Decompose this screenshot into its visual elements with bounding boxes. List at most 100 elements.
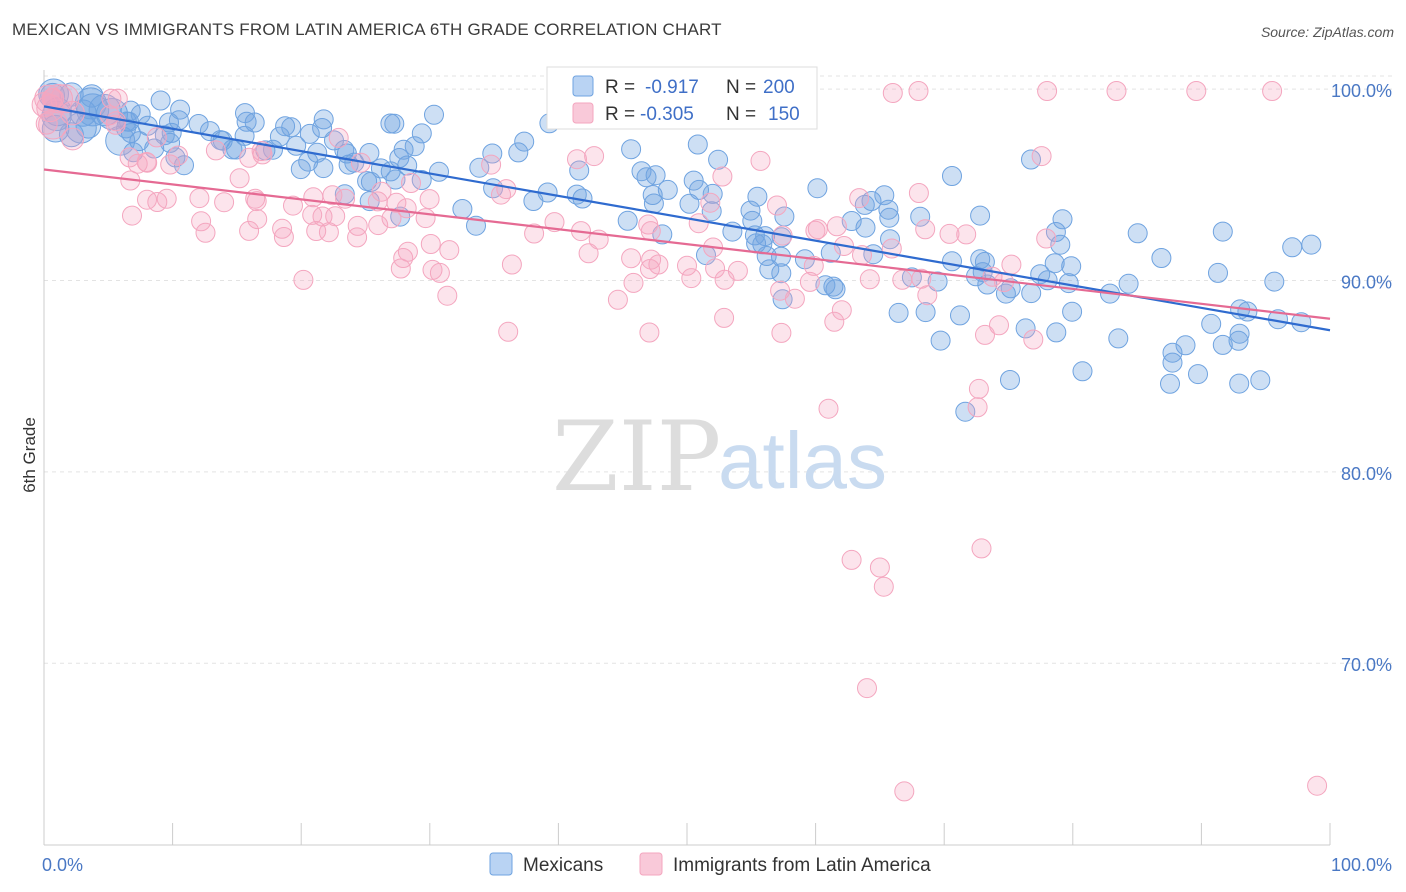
point-immigrants xyxy=(849,188,870,209)
point-immigrants xyxy=(771,322,792,343)
point-immigrants xyxy=(245,188,266,209)
point-immigrants xyxy=(892,269,913,290)
point-immigrants xyxy=(127,153,148,174)
point-mexicans xyxy=(652,224,673,245)
point-mexicans xyxy=(508,142,529,163)
point-mexicans xyxy=(1062,301,1083,322)
point-immigrants xyxy=(347,215,368,236)
point-immigrants xyxy=(524,223,545,244)
point-immigrants xyxy=(419,189,440,210)
point-immigrants xyxy=(293,269,314,290)
point-mexicans xyxy=(469,157,490,178)
point-immigrants xyxy=(967,397,988,418)
point-mexicans xyxy=(815,275,836,296)
point-immigrants xyxy=(826,216,847,237)
stats-r-label-2: R = xyxy=(605,104,635,125)
point-immigrants xyxy=(501,254,522,275)
point-immigrants xyxy=(873,576,894,597)
point-mexicans xyxy=(759,259,780,280)
point-mexicans xyxy=(942,251,962,272)
point-immigrants xyxy=(770,280,791,301)
point-mexicans xyxy=(930,330,951,351)
point-mexicans xyxy=(1045,222,1066,242)
point-mexicans xyxy=(1061,256,1082,277)
stats-r-label-1: R = xyxy=(605,77,635,98)
stats-r-value-2: -0.305 xyxy=(640,104,694,125)
point-mexicans xyxy=(1228,330,1249,351)
point-immigrants xyxy=(1036,228,1057,249)
point-mexicans xyxy=(275,116,296,137)
point-immigrants xyxy=(894,781,915,802)
point-mexicans xyxy=(150,90,171,111)
point-mexicans xyxy=(888,302,909,323)
point-immigrants xyxy=(386,192,407,213)
point-immigrants xyxy=(1262,81,1283,101)
point-mexicans xyxy=(910,206,931,227)
point-mexicans xyxy=(687,134,708,155)
point-immigrants xyxy=(1186,81,1207,101)
axes xyxy=(43,70,1331,846)
point-mexicans xyxy=(199,121,220,142)
point-immigrants xyxy=(621,248,642,269)
point-immigrants xyxy=(214,192,235,213)
point-immigrants xyxy=(397,241,418,262)
stats-n-label-2: N = xyxy=(726,104,756,125)
point-mexicans xyxy=(1188,364,1208,385)
point-immigrants xyxy=(908,81,929,101)
point-immigrants xyxy=(205,140,226,161)
point-mexicans xyxy=(290,159,311,180)
point-immigrants xyxy=(607,289,628,310)
point-immigrants xyxy=(623,272,644,293)
point-immigrants xyxy=(31,92,57,118)
point-immigrants xyxy=(639,322,660,343)
point-mexicans xyxy=(1000,370,1020,390)
point-mexicans xyxy=(1021,283,1042,304)
point-immigrants xyxy=(1001,254,1022,275)
point-mexicans xyxy=(1229,323,1250,344)
point-mexicans xyxy=(74,87,107,120)
y-tick-label: 80.0% xyxy=(1341,464,1392,484)
point-immigrants xyxy=(420,234,441,254)
point-mexicans xyxy=(312,118,333,138)
point-mexicans xyxy=(1015,318,1036,339)
point-mexicans xyxy=(313,109,334,130)
point-immigrants xyxy=(439,240,460,261)
point-immigrants xyxy=(939,223,960,244)
point-mexicans xyxy=(313,158,334,179)
point-mexicans xyxy=(708,149,729,170)
point-mexicans xyxy=(1044,253,1065,274)
y-tick-label: 90.0% xyxy=(1341,272,1392,292)
point-immigrants xyxy=(677,255,697,276)
stats-n-value-1: 200 xyxy=(763,77,795,98)
point-immigrants xyxy=(908,183,929,203)
point-immigrants xyxy=(917,285,938,306)
point-immigrants xyxy=(35,112,58,135)
point-immigrants xyxy=(195,222,216,243)
point-immigrants xyxy=(831,300,852,321)
point-immigrants xyxy=(1037,81,1058,101)
point-immigrants xyxy=(328,127,349,148)
point-immigrants xyxy=(1023,329,1044,350)
point-immigrants xyxy=(989,315,1009,336)
point-immigrants xyxy=(544,212,565,233)
watermark-atlas: atlas xyxy=(718,416,887,505)
point-mexicans xyxy=(950,305,970,326)
source-label: Source: ZipAtlas.com xyxy=(1260,24,1394,40)
trend-lines xyxy=(43,105,1331,332)
point-immigrants xyxy=(239,220,260,241)
point-immigrants xyxy=(437,285,458,306)
series-immigrants-points xyxy=(31,81,1328,802)
point-immigrants xyxy=(805,220,826,241)
point-mexicans xyxy=(404,136,425,157)
point-immigrants xyxy=(396,198,417,219)
point-mexicans xyxy=(299,123,320,144)
point-mexicans xyxy=(1264,271,1285,292)
point-immigrants xyxy=(272,218,293,239)
point-mexicans xyxy=(281,117,302,138)
trend-line-immigrants xyxy=(43,168,1331,320)
y-tick-label: 70.0% xyxy=(1341,655,1392,675)
point-immigrants xyxy=(34,84,63,113)
point-mexicans xyxy=(617,210,638,231)
stats-swatch-immigrants xyxy=(572,102,594,124)
